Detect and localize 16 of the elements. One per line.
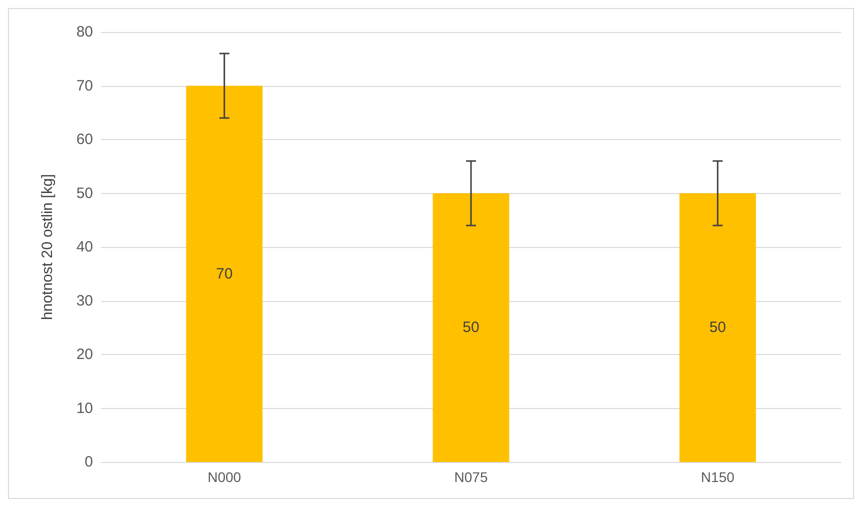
y-tick-label: 60 [76,131,93,148]
y-tick-label: 50 [76,184,93,202]
y-tick-label: 10 [76,400,93,417]
x-tick-label: N075 [454,469,488,485]
y-tick-label: 40 [76,238,93,256]
data-label: 70 [216,265,233,282]
data-label: 50 [709,319,726,336]
x-tick-label: N150 [700,469,735,485]
y-tick-label: 20 [76,346,93,363]
y-axis-title: hnotnost 20 ostlin [kg] [39,174,56,320]
y-tick-label: 70 [76,77,93,94]
y-tick-label: 80 [76,24,93,40]
x-tick-label: N000 [208,469,242,485]
y-tick-label: 0 [84,454,93,470]
data-label: 50 [462,319,480,336]
y-tick-label: 30 [76,292,93,310]
